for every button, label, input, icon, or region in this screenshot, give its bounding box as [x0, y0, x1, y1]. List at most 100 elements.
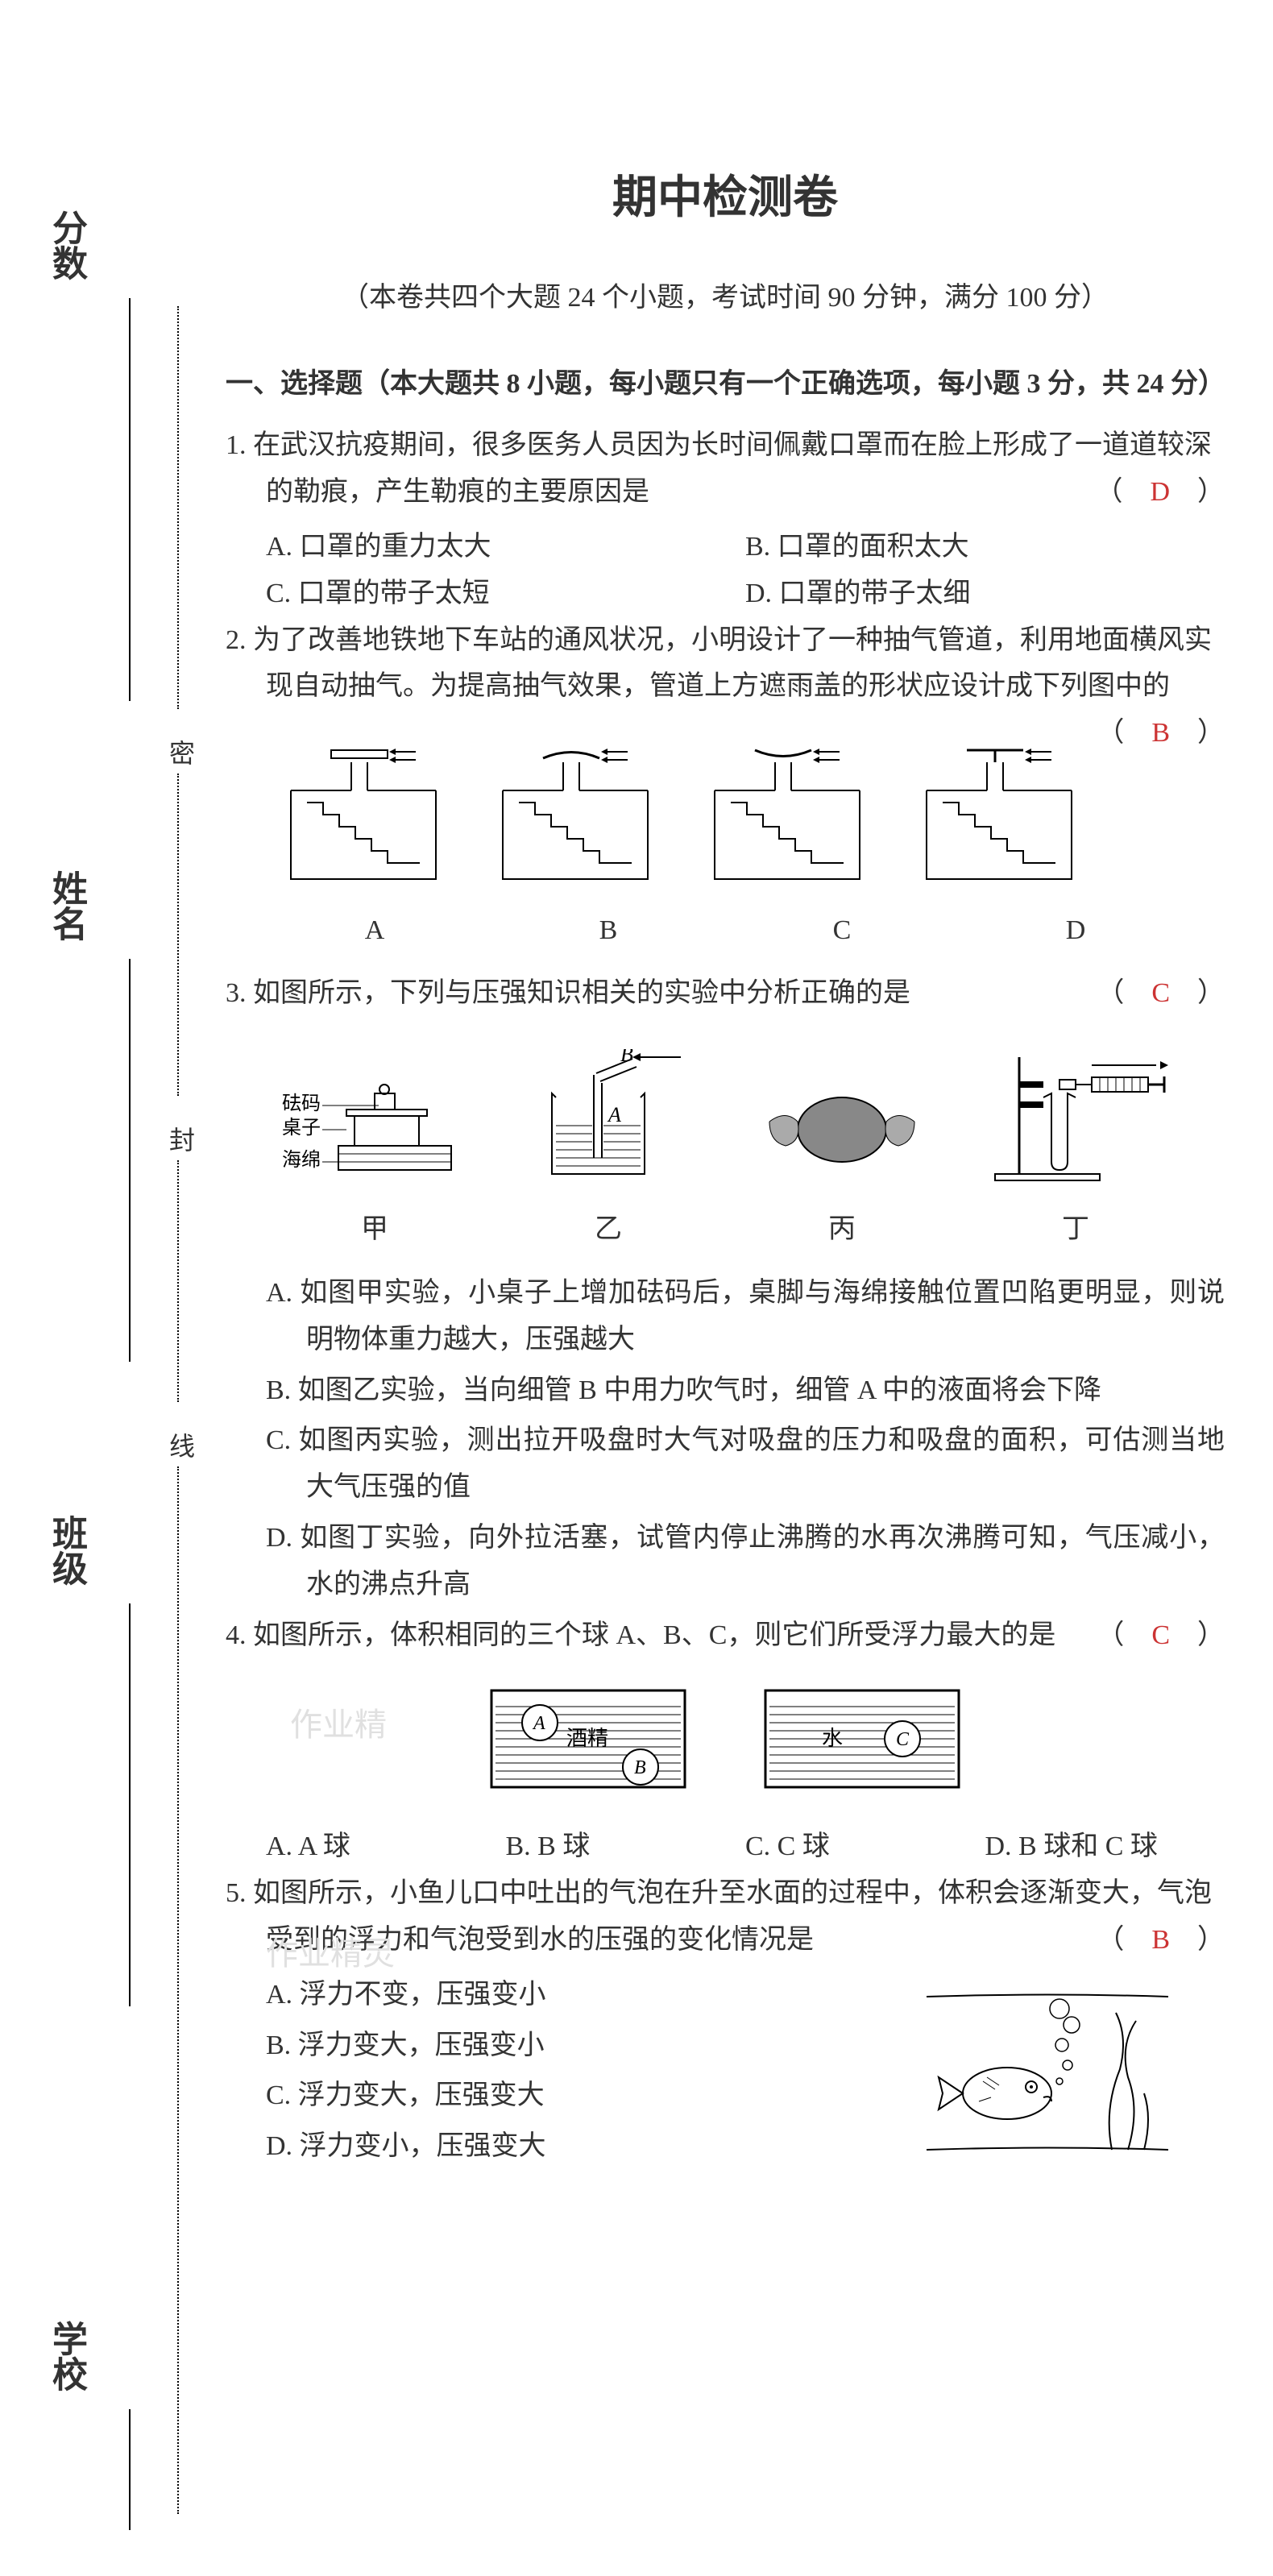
- q3-optA: A. 如图甲实验，小桌子上增加砝码后，桌脚与海绵接触位置凹陷更明显，则说明物体重…: [226, 1270, 1225, 1363]
- side-column: 分数 姓名 班级 学校 密 封 线: [40, 145, 201, 2482]
- q5-answer: B: [1151, 1925, 1170, 1955]
- seal-feng: 封: [169, 1120, 195, 1157]
- exam-subtitle: （本卷共四个大题 24 个小题，考试时间 90 分钟，满分 100 分）: [226, 275, 1225, 314]
- q3-optC: C. 如图丙实验，测出拉开吸盘时大气对吸盘的压力和吸盘的面积，可估测当地大气压强…: [226, 1417, 1225, 1511]
- q2-diag-d: [893, 742, 1105, 891]
- svg-text:酒精: 酒精: [566, 1727, 608, 1750]
- q3-bracket: （ C ）: [1137, 970, 1225, 1017]
- watermark-1: 作业精: [290, 1699, 387, 1745]
- side-line-3: [129, 1603, 131, 2006]
- q4-optA: A. A 球: [266, 1823, 506, 1870]
- q3-label-bing: 丙: [725, 1206, 959, 1246]
- question-3: 3. 如图所示，下列与压强知识相关的实验中分析正确的是 （ C ）: [226, 970, 1225, 1017]
- side-line-2: [129, 959, 131, 1362]
- q3-diag-yi: B A: [491, 1049, 725, 1246]
- school-label: 学校: [40, 2321, 92, 2391]
- q4-options: A. A 球 B. B 球 C. C 球 D. B 球和 C 球: [226, 1823, 1225, 1870]
- question-4: 4. 如图所示，体积相同的三个球 A、B、C，则它们所受浮力最大的是 （ C ）: [226, 1612, 1225, 1659]
- q3-diag-jia: 砝码 桌子 海绵 甲: [258, 1065, 491, 1246]
- q4-figure: 作业精 A 酒精 B: [226, 1666, 1225, 1823]
- q5-block: A. 浮力不变，压强变小 B. 浮力变大，压强变小 C. 浮力变大，压强变大 D…: [226, 1972, 1225, 2170]
- dotted-4: [177, 1466, 180, 2514]
- q5-bracket: （ B ）: [1137, 1917, 1225, 1964]
- q5-text: 如图所示，小鱼儿口中吐出的气泡在升至水面的过程中，体积会逐渐变大，气泡受到的浮力…: [253, 1878, 1212, 1955]
- pipe-diagram-b-icon: [495, 742, 656, 887]
- q5-fish-diagram: [918, 1989, 1176, 2170]
- dotted-2: [177, 774, 180, 1096]
- q2-label-a: A: [258, 915, 491, 946]
- dotted-1: [177, 306, 180, 709]
- A-label: A: [607, 1103, 621, 1126]
- q3-label-jia: 甲: [258, 1206, 491, 1246]
- q2-label-d: D: [959, 915, 1192, 946]
- pipe-diagram-a-icon: [283, 742, 444, 887]
- q1-answer: D: [1150, 477, 1170, 507]
- name-label: 姓名: [40, 870, 92, 941]
- q2-label-c: C: [725, 915, 959, 946]
- question-5: 5. 如图所示，小鱼儿口中吐出的气泡在升至水面的过程中，体积会逐渐变大，气泡受到…: [226, 1870, 1225, 1964]
- fish-bubble-icon: [918, 1989, 1176, 2166]
- pipe-diagram-c-icon: [707, 742, 868, 887]
- q3-label-yi: 乙: [491, 1206, 725, 1246]
- svg-text:A: A: [532, 1713, 545, 1734]
- q1-bracket: （ D ）: [1135, 469, 1225, 516]
- q2-figure: A B C D: [226, 718, 1225, 970]
- q1-options: A. 口罩的重力太大 B. 口罩的面积太大 C. 口罩的带子太短 D. 口罩的带…: [226, 524, 1225, 617]
- side-line-4: [129, 2409, 131, 2530]
- q3-num: 3.: [226, 978, 247, 1008]
- svg-text:水: 水: [822, 1727, 843, 1750]
- table-sponge-icon: 砝码 桌子 海绵: [258, 1065, 491, 1194]
- q4-optC: C. C 球: [745, 1823, 985, 1870]
- tube-beaker-icon: B A: [520, 1049, 697, 1194]
- q1-optD: D. 口罩的带子太细: [745, 570, 1225, 617]
- zhuozi-label: 桌子: [282, 1117, 321, 1139]
- q2-diag-a: [258, 742, 470, 891]
- seal-mi: 密: [169, 733, 195, 770]
- suction-cup-icon: [753, 1065, 931, 1194]
- q2-num: 2.: [226, 625, 247, 655]
- exam-title: 期中检测卷: [226, 161, 1225, 226]
- q3-answer: C: [1151, 978, 1170, 1008]
- q2-label-b: B: [491, 915, 725, 946]
- q2-text: 为了改善地铁地下车站的通风状况，小明设计了一种抽气管道，利用地面横风实现自动抽气…: [253, 625, 1212, 702]
- q1-optA: A. 口罩的重力太大: [266, 524, 745, 570]
- syringe-stand-icon: [971, 1049, 1180, 1194]
- side-line-1: [129, 298, 131, 701]
- q4-bracket: （ C ）: [1137, 1612, 1225, 1659]
- q5-num: 5.: [226, 1878, 247, 1908]
- q1-optB: B. 口罩的面积太大: [745, 524, 1225, 570]
- section-1-header: 一、选择题（本大题共 8 小题，每小题只有一个正确选项，每小题 3 分，共 24…: [226, 363, 1225, 406]
- svg-text:B: B: [634, 1757, 646, 1778]
- q1-num: 1.: [226, 430, 247, 460]
- q3-diag-ding: 丁: [959, 1049, 1192, 1246]
- q4-optD: D. B 球和 C 球: [985, 1823, 1225, 1870]
- q3-text: 如图所示，下列与压强知识相关的实验中分析正确的是: [253, 978, 910, 1008]
- q4-text: 如图所示，体积相同的三个球 A、B、C，则它们所受浮力最大的是: [253, 1620, 1055, 1650]
- q3-diag-bing: 丙: [725, 1065, 959, 1246]
- seal-xian: 线: [169, 1426, 195, 1463]
- q1-optC: C. 口罩的带子太短: [266, 570, 745, 617]
- dotted-3: [177, 1160, 180, 1402]
- q3-label-ding: 丁: [959, 1206, 1192, 1246]
- buoyancy-containers-icon: A 酒精 B 水 C: [443, 1682, 1007, 1803]
- class-label: 班级: [40, 1515, 92, 1586]
- content-area: 期中检测卷 （本卷共四个大题 24 个小题，考试时间 90 分钟，满分 100 …: [226, 161, 1225, 2174]
- score-label: 分数: [40, 209, 92, 280]
- q4-num: 4.: [226, 1620, 247, 1650]
- q3-optB: B. 如图乙实验，当向细管 B 中用力吹气时，细管 A 中的液面将会下降: [226, 1367, 1225, 1414]
- q1-text: 在武汉抗疫期间，很多医务人员因为长时间佩戴口罩而在脸上形成了一道道较深的勒痕，产…: [253, 430, 1212, 507]
- question-1: 1. 在武汉抗疫期间，很多医务人员因为长时间佩戴口罩而在脸上形成了一道道较深的勒…: [226, 422, 1225, 516]
- pipe-diagram-d-icon: [918, 742, 1080, 887]
- q4-optB: B. B 球: [506, 1823, 746, 1870]
- question-2: 2. 为了改善地铁地下车站的通风状况，小明设计了一种抽气管道，利用地面横风实现自…: [226, 617, 1225, 711]
- haimian-label: 海绵: [282, 1149, 321, 1171]
- q2-answer: B: [1151, 718, 1170, 748]
- fama-label: 砝码: [282, 1093, 321, 1114]
- exam-page: 分数 姓名 班级 学校 密 封 线 期中检测卷 （本卷共四个大题 24 个小题，…: [0, 0, 1273, 2576]
- q2-diag-b: [470, 742, 682, 891]
- q2-bracket: （ B ）: [1137, 710, 1225, 757]
- q3-figure: 砝码 桌子 海绵 甲: [226, 1025, 1225, 1270]
- q3-optD: D. 如图丁实验，向外拉活塞，试管内停止沸腾的水再次沸腾可知，气压减小，水的沸点…: [226, 1515, 1225, 1608]
- q2-diag-c: [682, 742, 894, 891]
- q4-answer: C: [1151, 1620, 1170, 1650]
